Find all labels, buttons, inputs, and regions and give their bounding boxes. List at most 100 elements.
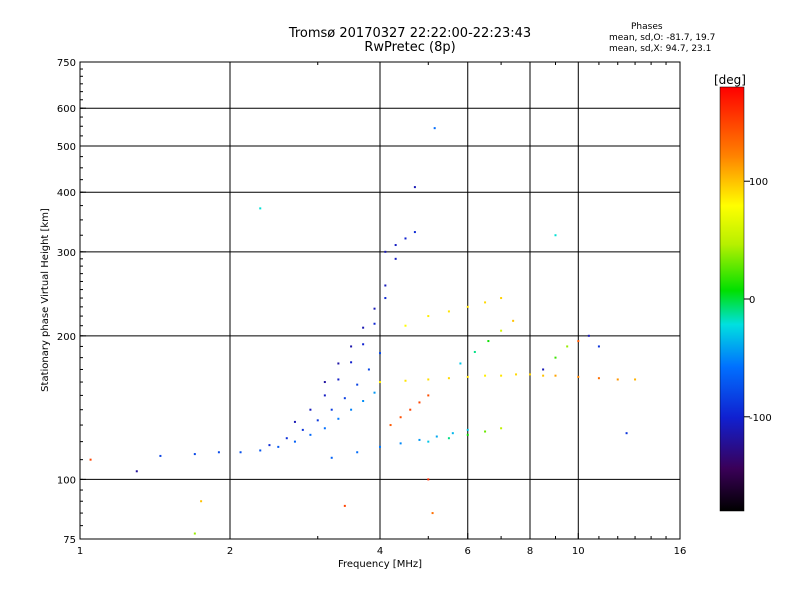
scatter-point [394,244,397,247]
scatter-point [484,301,487,304]
scatter-point [399,416,402,419]
scatter-point [466,428,469,431]
x-tick-label: 10 [572,546,585,557]
scatter-point [293,420,296,423]
scatter-point [435,435,438,438]
scatter-point [554,356,557,359]
y-axis-title: Stationary phase Virtual Height [km] [40,208,51,392]
scatter-point-outlier [554,234,557,237]
colorbar-tick-label: 100 [749,177,768,188]
axis-ticks: 1 2 4 6 8 10 16 75 100 200 300 400 500 600 750 [57,58,686,557]
x-tick-label: 6 [465,546,471,557]
scatter-point [451,432,454,435]
scatter-point [362,343,365,346]
scatter-point [350,408,353,411]
scatter-point [356,451,359,454]
scatter-point [473,350,476,353]
scatter-point [427,315,430,318]
scatter-point [362,326,365,329]
scatter-point [447,310,450,313]
scatter-point [427,440,430,443]
scatter-point [447,377,450,380]
scatter-point [404,324,407,327]
scatter-point-outlier [343,504,346,507]
y-tick-label: 600 [57,104,76,115]
scatter-point-outlier [200,500,203,503]
scatter-point [447,437,450,440]
scatter-point [268,444,271,447]
scatter-point [542,368,545,371]
colorbar-tick-label: 0 [749,295,755,306]
scatter-point [337,362,340,365]
scatter-point [239,451,242,454]
data-points [89,127,637,535]
scatter-point [193,453,196,456]
y-tick-label: 100 [57,475,76,486]
scatter-point [597,377,600,380]
y-tick-label: 750 [57,58,76,69]
colorbar-unit-label: [deg] [714,73,746,87]
scatter-point [500,297,503,300]
scatter-point [384,284,387,287]
scatter-point [394,257,397,260]
scatter-point [466,305,469,308]
scatter-point [373,322,376,325]
scatter-point [277,445,280,448]
scatter-point [330,408,333,411]
scatter-point [587,334,590,337]
scatter-point [379,445,381,448]
scatter-point [500,329,503,332]
scatter-point [529,373,531,376]
scatter-point [379,381,381,384]
scatter-point [343,397,346,400]
scatter-point [350,345,353,348]
scatter-point [409,408,412,411]
phases-mean-o: mean, sd,O: -81.7, 19.7 [609,33,716,43]
scatter-point [459,362,462,365]
colorbar [720,87,744,511]
x-tick-label: 2 [227,546,233,557]
scatter-point [337,417,340,420]
scatter-point [389,424,392,427]
scatter-point-outlier [427,478,430,481]
scatter-point [293,440,296,443]
scatter-point-outlier [135,470,138,473]
x-axis-title: Frequency [MHz] [338,559,422,570]
phases-mean-x: mean, sd,X: 94.7, 23.1 [609,44,712,54]
scatter-point [373,391,376,394]
scatter-point [323,427,326,430]
scatter-point [362,400,365,403]
scatter-point [384,250,387,253]
scatter-point [597,345,600,348]
scatter-point [384,297,387,300]
y-tick-label: 400 [57,188,76,199]
colorbar-ticks: 100 0 -100 [744,177,772,424]
scatter-point [616,378,619,381]
scatter-point [285,437,288,440]
scatter-point [427,378,430,381]
phases-heading: Phases [631,22,663,32]
scatter-point [373,307,376,310]
scatter-point-outlier [431,512,434,515]
scatter-point [404,237,407,240]
scatter-point [323,394,326,397]
scatter-point [484,374,487,377]
scatter-point [350,361,353,364]
scatter-point-outlier [193,532,196,535]
y-tick-label: 75 [63,535,76,546]
x-tick-label: 1 [77,546,83,557]
scatter-point [379,352,381,355]
scatter-point [418,401,421,404]
scatter-point [566,345,569,348]
scatter-point [316,419,319,422]
scatter-point [413,231,416,234]
scatter-point [554,374,557,377]
y-tick-label: 200 [57,332,76,343]
scatter-point [418,438,421,441]
scatter-point [309,408,312,411]
scatter-point [634,378,637,381]
scatter-point [515,373,518,376]
scatter-point [159,454,162,457]
chart-title-line1: Tromsø 20170327 22:22:00-22:23:43 [288,26,532,41]
